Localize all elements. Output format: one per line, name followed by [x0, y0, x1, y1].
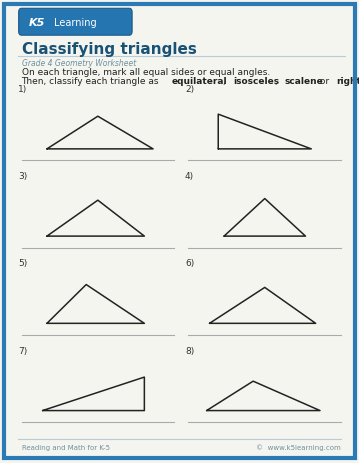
Text: ©  www.k5learning.com: © www.k5learning.com	[256, 444, 341, 450]
Text: K5: K5	[29, 18, 45, 28]
Text: scalene: scalene	[284, 77, 323, 86]
Text: 8): 8)	[185, 346, 194, 355]
Text: isosceles: isosceles	[233, 77, 279, 86]
Text: Learning: Learning	[54, 18, 97, 28]
Text: 4): 4)	[185, 172, 194, 181]
Text: or: or	[317, 77, 332, 86]
Text: 6): 6)	[185, 259, 194, 268]
Text: 5): 5)	[18, 259, 27, 268]
Text: Then, classify each triangle as: Then, classify each triangle as	[22, 77, 162, 86]
Text: 1): 1)	[18, 85, 27, 94]
Text: Reading and Math for K-5: Reading and Math for K-5	[22, 444, 109, 450]
Text: Grade 4 Geometry Worksheet: Grade 4 Geometry Worksheet	[22, 59, 136, 68]
Text: right: right	[336, 77, 359, 86]
Text: 2): 2)	[185, 85, 194, 94]
FancyBboxPatch shape	[19, 9, 132, 36]
Text: ,: ,	[223, 77, 229, 86]
Text: Classifying triangles: Classifying triangles	[22, 42, 196, 56]
Text: 3): 3)	[18, 172, 27, 181]
Text: 7): 7)	[18, 346, 27, 355]
Text: ,: ,	[275, 77, 281, 86]
Text: equilateral: equilateral	[172, 77, 227, 86]
Text: On each triangle, mark all equal sides or equal angles.: On each triangle, mark all equal sides o…	[22, 68, 270, 77]
